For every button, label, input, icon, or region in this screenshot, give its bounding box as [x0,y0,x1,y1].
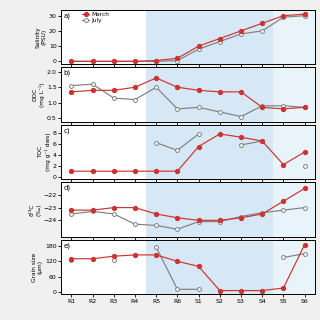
Legend: March, July: March, July [82,12,110,24]
Y-axis label: DOC
(mg L⁻¹): DOC (mg L⁻¹) [32,82,45,107]
Bar [273,182,315,237]
Text: a): a) [63,12,70,19]
Y-axis label: Salinity
(PSU): Salinity (PSU) [36,26,47,48]
Bar [61,10,146,64]
Bar [61,240,146,294]
Bar [61,67,146,122]
Y-axis label: TOC
(mg g⁻¹ dws): TOC (mg g⁻¹ dws) [38,133,51,171]
Bar [146,240,273,294]
Bar [273,10,315,64]
Bar [146,124,273,180]
Bar [61,182,146,237]
Bar [146,67,273,122]
Y-axis label: δ¹³C
(‰): δ¹³C (‰) [30,203,41,216]
Bar [273,67,315,122]
Text: c): c) [63,127,70,134]
Bar [146,182,273,237]
Text: d): d) [63,185,70,191]
Bar [146,10,273,64]
Bar [273,240,315,294]
Text: b): b) [63,70,70,76]
Bar [273,124,315,180]
Bar [61,124,146,180]
Y-axis label: Grain size
(μm): Grain size (μm) [32,252,43,282]
Text: e): e) [63,242,70,249]
